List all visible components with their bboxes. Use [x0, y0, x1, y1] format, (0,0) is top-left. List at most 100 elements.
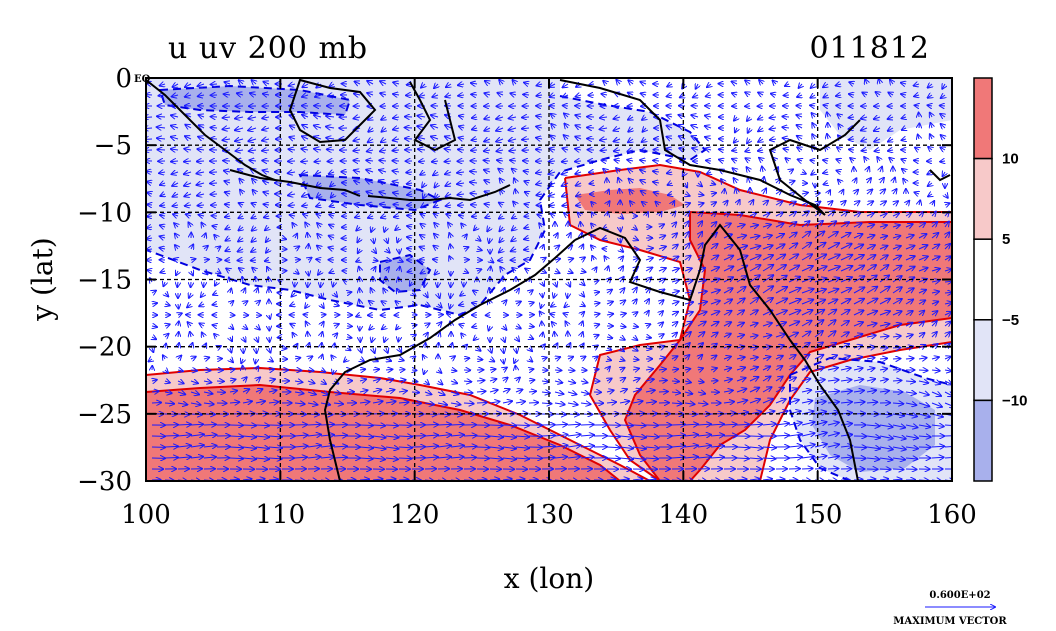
wind-vector	[771, 94, 776, 95]
wind-vector	[562, 161, 569, 162]
wind-vector	[308, 244, 309, 249]
wind-vector	[418, 149, 426, 150]
wind-vector	[747, 139, 750, 143]
wind-vector	[184, 161, 192, 162]
wind-vector	[288, 172, 296, 173]
wind-vector	[770, 128, 777, 129]
wind-vector	[393, 117, 400, 118]
wind-vector	[496, 139, 504, 142]
wind-vector	[160, 183, 165, 185]
wind-vector	[788, 202, 796, 205]
wind-vector	[874, 128, 881, 131]
wind-vector	[736, 424, 749, 425]
wind-vector	[711, 202, 716, 205]
wind-vector	[316, 205, 321, 207]
wind-vector	[263, 82, 269, 84]
wind-vector	[564, 213, 568, 216]
wind-vector	[224, 181, 231, 183]
wind-vector	[242, 425, 256, 426]
wind-vector	[641, 150, 646, 151]
wind-vector	[225, 82, 230, 84]
wind-vector	[173, 214, 178, 216]
wind-vector	[393, 204, 400, 205]
wind-vector	[255, 359, 256, 364]
wind-vector	[551, 124, 555, 128]
wind-vector	[239, 80, 243, 84]
wind-vector	[484, 170, 491, 172]
wind-vector	[146, 128, 153, 129]
wind-vector	[509, 139, 517, 141]
wind-vector	[225, 204, 230, 205]
wind-vector	[810, 160, 815, 161]
wind-vector	[642, 139, 646, 142]
wind-vector	[368, 117, 373, 120]
wind-vector	[941, 124, 945, 128]
wind-vector	[510, 93, 517, 95]
wind-vector	[823, 172, 828, 173]
x-tick-label: 100	[121, 500, 171, 530]
wind-vector	[536, 126, 543, 128]
wind-vector	[204, 259, 209, 260]
wind-vector	[329, 172, 334, 174]
wind-vector	[880, 178, 884, 183]
wind-vector	[575, 125, 581, 128]
wind-vector	[607, 201, 610, 205]
wind-vector	[263, 192, 270, 194]
wind-vector	[238, 169, 243, 172]
wind-vector	[331, 194, 334, 198]
wind-vector	[902, 128, 906, 130]
wind-vector	[563, 95, 568, 97]
wind-vector	[836, 171, 841, 172]
wind-vector	[314, 149, 322, 150]
wind-vector	[512, 80, 516, 84]
wind-vector	[484, 93, 491, 95]
wind-vector	[841, 201, 846, 205]
wind-vector	[437, 424, 451, 425]
wind-vector	[317, 194, 321, 198]
wind-vector	[359, 288, 360, 293]
wind-vector	[147, 216, 152, 217]
wind-vector	[630, 201, 633, 205]
wind-vector	[606, 458, 620, 459]
wind-vector	[262, 139, 270, 141]
wind-vector	[379, 192, 387, 194]
wind-vector	[875, 150, 880, 151]
wind-vector	[862, 93, 867, 95]
wind-vector	[732, 93, 737, 95]
wind-vector	[164, 446, 178, 447]
wind-vector	[262, 128, 270, 130]
wind-vector	[823, 105, 828, 106]
wind-vector	[810, 95, 815, 98]
wind-vector	[445, 161, 452, 162]
reference-vector-value: 0.600E+02	[929, 590, 990, 601]
wind-vector	[472, 216, 477, 217]
wind-vector	[385, 369, 392, 370]
wind-vector	[524, 249, 529, 250]
wind-vector	[919, 200, 920, 205]
wind-vector	[671, 403, 682, 404]
wind-vector	[537, 84, 542, 86]
wind-vector	[499, 80, 503, 84]
wind-vector	[849, 82, 854, 84]
wind-vector	[932, 201, 934, 205]
wind-vector	[393, 181, 400, 183]
wind-vector	[836, 159, 841, 161]
wind-vector	[224, 94, 231, 95]
wind-vector	[536, 172, 543, 173]
wind-vector	[692, 148, 699, 150]
wind-vector	[484, 128, 491, 131]
wind-vector	[888, 117, 893, 119]
wind-vector	[172, 172, 179, 174]
wind-vector	[564, 124, 568, 128]
wind-vector	[434, 213, 438, 216]
wind-vector	[653, 182, 660, 183]
wind-vector	[239, 179, 243, 183]
wind-vector	[420, 172, 425, 175]
wind-vector	[823, 160, 828, 161]
wind-vector	[861, 117, 868, 119]
wind-vector	[759, 158, 763, 161]
wind-vector	[393, 193, 400, 194]
wind-vector	[640, 160, 647, 161]
wind-vector	[160, 194, 165, 196]
wind-vector	[874, 117, 881, 119]
